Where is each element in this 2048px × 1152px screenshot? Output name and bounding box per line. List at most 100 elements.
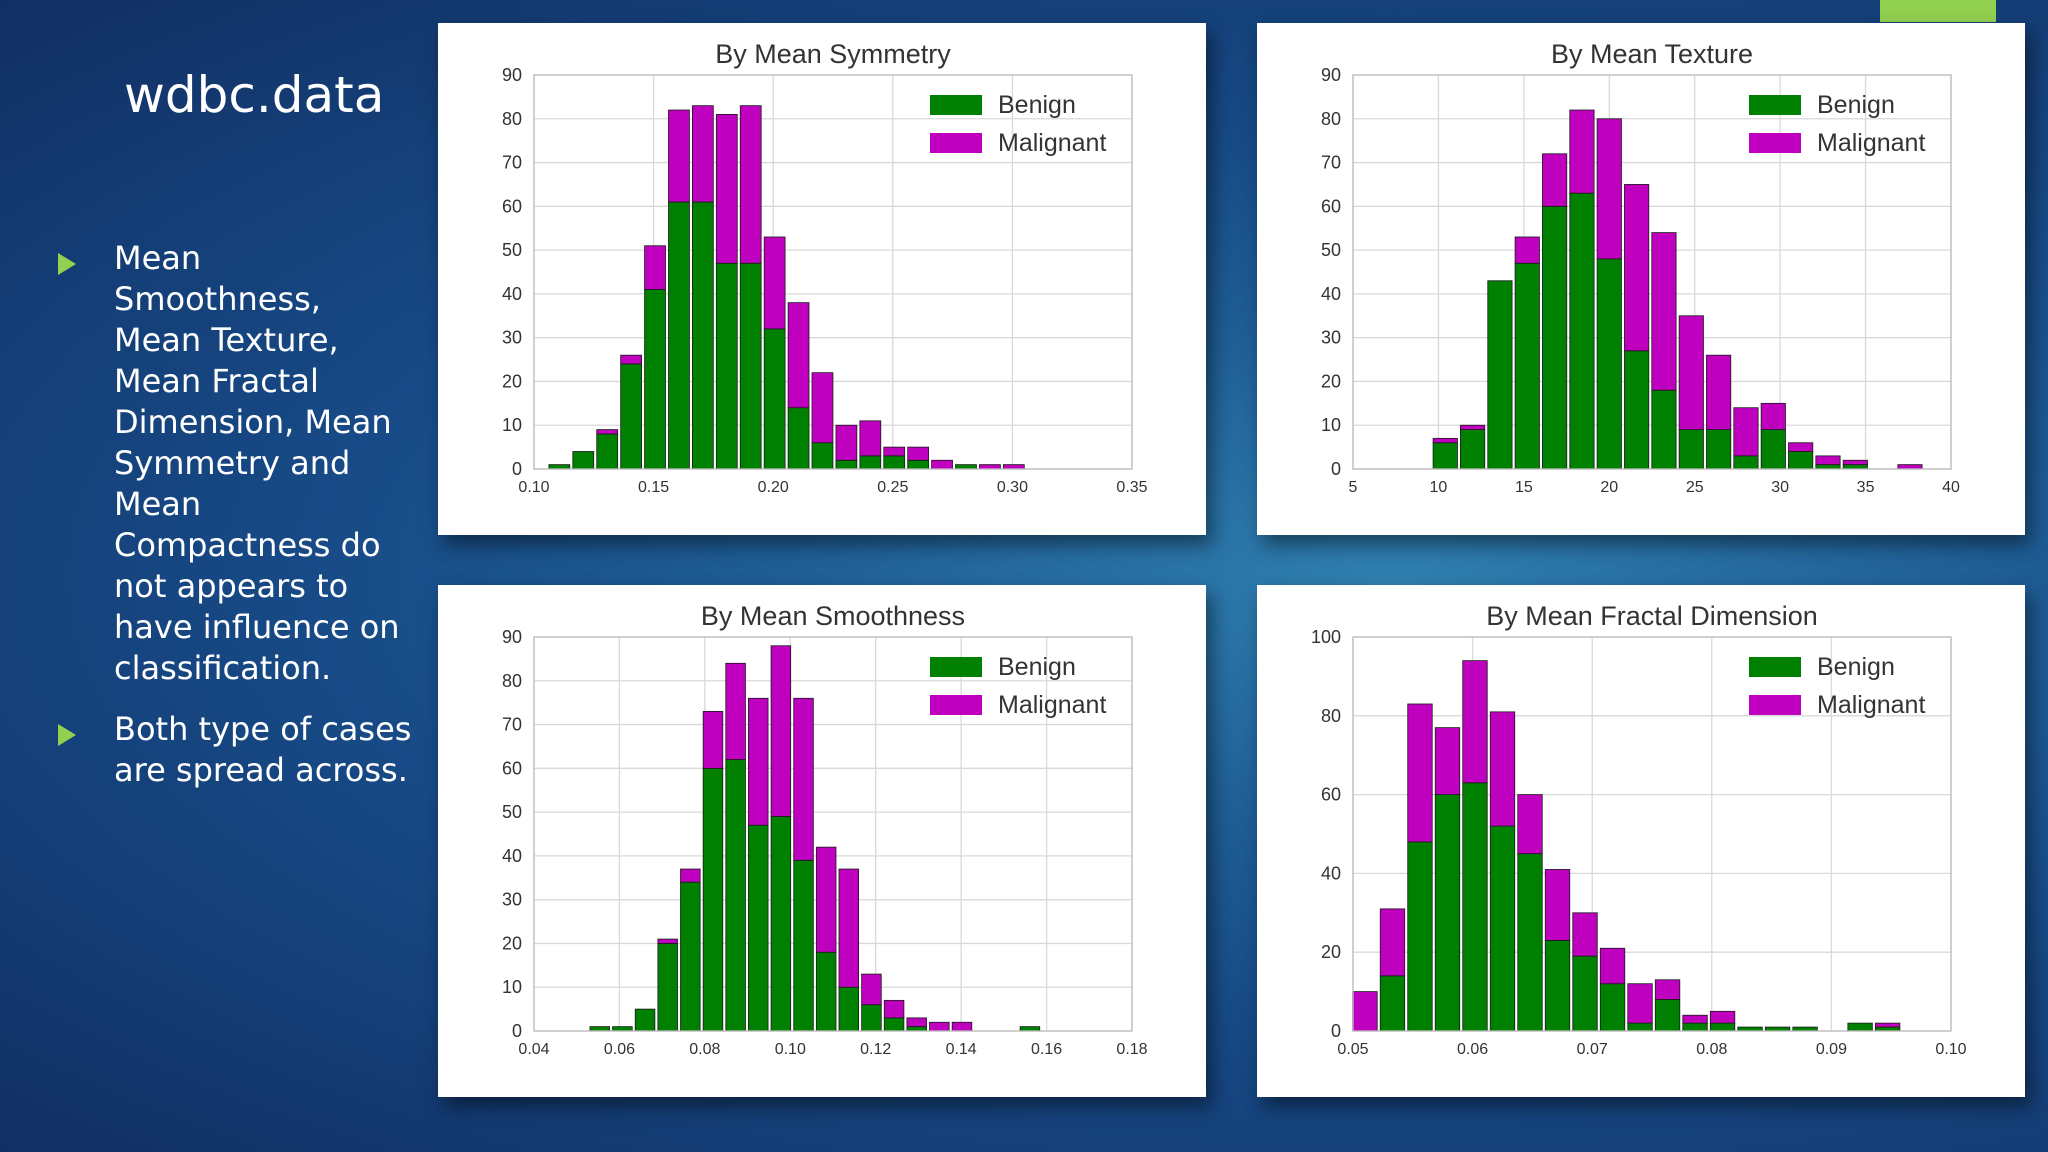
y-tick-label: 10 [502, 415, 522, 435]
legend-swatch [1749, 95, 1801, 115]
bar-malignant [1624, 184, 1650, 352]
bar-malignant [1434, 727, 1461, 795]
y-tick-label: 70 [502, 153, 522, 173]
histogram-chart: 5 10 15 20 25 30 35 40 0 10 20 30 40 50 60 70 80 90 By Mea… [1321, 39, 1960, 496]
y-tick-label: 40 [1321, 863, 1341, 883]
x-tick-label: 0.07 [1577, 1041, 1608, 1058]
x-tick-label: 0.08 [1696, 1041, 1727, 1058]
bar-malignant [1596, 118, 1622, 260]
bar-benign [692, 201, 714, 470]
x-tick-label: 0.25 [877, 479, 908, 496]
bar-benign [1460, 429, 1486, 470]
bullet-list: Mean Smoothness, Mean Texture, Mean Frac… [56, 238, 416, 811]
bar-malignant [883, 446, 906, 457]
bar-malignant [787, 302, 810, 409]
x-tick-label: 0.06 [1457, 1041, 1488, 1058]
legend-label: Malignant [998, 691, 1106, 719]
x-tick-label: 0.12 [860, 1041, 891, 1058]
bar-malignant [1651, 232, 1677, 391]
histogram-chart: 0.05 0.06 0.07 0.08 0.09 0.10 0 20 40 60 80 100 By M… [1311, 601, 1967, 1058]
legend-swatch [1749, 133, 1801, 153]
y-tick-label: 70 [502, 715, 522, 735]
accent-bar [1880, 0, 1996, 22]
bar-malignant [1514, 236, 1540, 264]
bar-malignant [1432, 437, 1458, 444]
slide-title: wdbc.data [124, 66, 385, 124]
bar-benign [811, 442, 834, 470]
bar-malignant [883, 999, 905, 1019]
plot-frame [533, 74, 1133, 470]
bar-benign [907, 459, 930, 470]
y-tick-label: 20 [502, 371, 522, 391]
plot-frame [1352, 636, 1952, 1032]
x-tick-label: 0.04 [518, 1041, 549, 1058]
bar-benign [1544, 939, 1571, 1032]
bar-benign [787, 407, 810, 470]
y-tick-label: 30 [502, 890, 522, 910]
x-tick-label: 0.20 [758, 479, 789, 496]
bar-benign [702, 767, 724, 1032]
bar-benign [906, 1026, 927, 1032]
bar-benign [1517, 853, 1543, 1032]
bar-benign [1407, 841, 1433, 1032]
legend-swatch [930, 695, 982, 715]
bullet-item: Mean Smoothness, Mean Texture, Mean Frac… [56, 238, 416, 689]
legend-swatch [930, 657, 982, 677]
bar-benign [1489, 825, 1516, 1032]
chart-panel-fractal-dimension: 0.05 0.06 0.07 0.08 0.09 0.10 0 20 40 60 80 100 By M… [1257, 585, 2025, 1097]
legend-label: Benign [998, 91, 1076, 119]
legend-label: Malignant [1817, 691, 1925, 719]
bar-benign [1682, 1022, 1708, 1032]
bar-benign [1847, 1022, 1873, 1032]
bar-malignant [1542, 153, 1568, 207]
legend-swatch [1749, 695, 1801, 715]
histogram-chart: 0.04 0.06 0.08 0.10 0.12 0.14 0.16 0.18 0 10 20 30 4… [502, 601, 1148, 1058]
y-tick-label: 90 [502, 627, 522, 647]
y-tick-label: 10 [1321, 415, 1341, 435]
bar-malignant [1682, 1014, 1708, 1024]
bar-malignant [1352, 991, 1378, 1032]
bar-benign [1596, 258, 1622, 470]
y-tick-label: 80 [502, 671, 522, 691]
y-tick-label: 0 [1331, 1021, 1341, 1041]
bar-benign [1019, 1026, 1041, 1032]
legend-label: Benign [998, 653, 1076, 681]
y-tick-label: 60 [502, 758, 522, 778]
bar-benign [612, 1026, 633, 1032]
y-tick-label: 0 [512, 1021, 522, 1041]
bar-benign [1572, 955, 1598, 1032]
bar-malignant [1569, 109, 1595, 194]
bar-malignant [1460, 424, 1486, 431]
bar-benign [715, 262, 738, 470]
y-tick-label: 90 [502, 65, 522, 85]
legend-swatch [1749, 657, 1801, 677]
bar-malignant [680, 868, 701, 883]
y-tick-label: 40 [502, 284, 522, 304]
bar-malignant [793, 697, 814, 861]
bar-malignant [725, 662, 746, 760]
bar-benign [1842, 464, 1868, 470]
bar-benign [861, 1004, 882, 1032]
x-tick-label: 40 [1942, 479, 1960, 496]
bar-benign [1627, 1022, 1653, 1032]
bar-malignant [859, 420, 882, 457]
bar-benign [1788, 451, 1814, 470]
bar-malignant [1599, 947, 1626, 985]
bar-malignant [907, 446, 930, 461]
bar-benign [596, 433, 619, 470]
bar-benign [739, 262, 762, 470]
x-tick-label: 0.15 [638, 479, 669, 496]
legend-label: Malignant [1817, 129, 1925, 157]
legend-label: Benign [1817, 653, 1895, 681]
y-tick-label: 40 [502, 846, 522, 866]
bar-benign [644, 289, 666, 470]
bar-benign [680, 881, 701, 1032]
x-tick-label: 0.18 [1116, 1041, 1147, 1058]
chart-title: By Mean Smoothness [701, 601, 965, 631]
chart-panel-texture: 5 10 15 20 25 30 35 40 0 10 20 30 40 50 60 70 80 90 By Mea… [1257, 23, 2025, 535]
bar-malignant [1002, 464, 1025, 470]
bar-malignant [1517, 794, 1543, 855]
x-tick-label: 0.09 [1816, 1041, 1847, 1058]
bar-malignant [748, 697, 769, 826]
y-tick-label: 90 [1321, 65, 1341, 85]
